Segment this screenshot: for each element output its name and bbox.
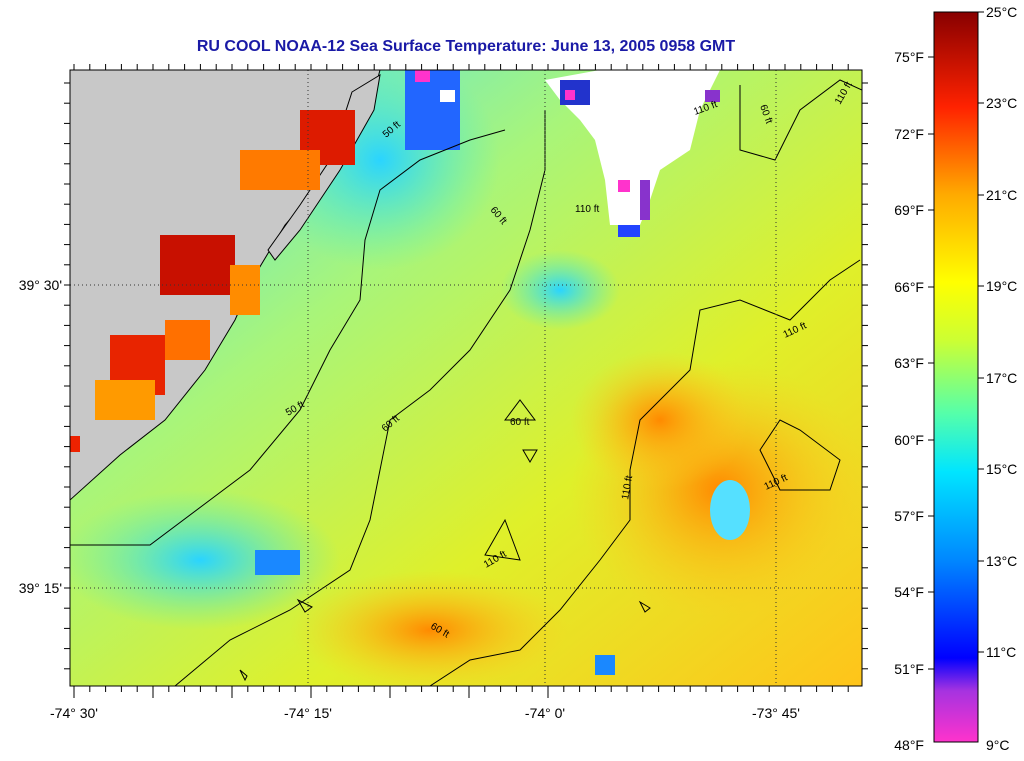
axis-ticks <box>64 64 868 698</box>
bathymetry-contours <box>70 79 862 686</box>
fahrenheit-label: 72°F <box>894 126 924 142</box>
lon-label: -74° 15' <box>284 705 332 721</box>
celsius-label: 9°C <box>986 737 1010 753</box>
lon-label: -74° 0' <box>525 705 565 721</box>
contour-label: 60 ft <box>510 417 530 428</box>
celsius-label: 25°C <box>986 4 1017 20</box>
colorbar <box>933 11 979 743</box>
fahrenheit-label: 48°F <box>894 737 924 753</box>
fahrenheit-label: 66°F <box>894 279 924 295</box>
celsius-label: 21°C <box>986 187 1017 203</box>
celsius-label: 23°C <box>986 95 1017 111</box>
celsius-label: 17°C <box>986 370 1017 386</box>
cloud-patch <box>545 70 720 225</box>
map-title: RU COOL NOAA-12 Sea Surface Temperature:… <box>196 38 736 55</box>
lon-label: -73° 45' <box>752 705 800 721</box>
fahrenheit-label: 54°F <box>894 584 924 600</box>
fahrenheit-label: 57°F <box>894 508 924 524</box>
plot-area: 50 ft 50 ft 60 ft 60 ft 60 ft 60 ft 60 f… <box>70 70 862 686</box>
celsius-label: 19°C <box>986 278 1017 294</box>
colorbar-ticks <box>928 11 984 670</box>
contour-label: 110 ft <box>575 204 599 215</box>
fahrenheit-label: 60°F <box>894 432 924 448</box>
fahrenheit-label: 51°F <box>894 661 924 677</box>
fahrenheit-label: 63°F <box>894 355 924 371</box>
celsius-label: 11°C <box>986 644 1016 660</box>
map-frame <box>69 69 863 687</box>
lon-label: -74° 30' <box>50 705 98 721</box>
celsius-label: 15°C <box>986 461 1017 477</box>
graticule <box>70 70 862 686</box>
lat-label: 39° 15' <box>19 580 62 596</box>
contour-label: 110 ft <box>620 474 635 500</box>
celsius-label: 13°C <box>986 553 1017 569</box>
lat-label: 39° 30' <box>19 277 62 293</box>
fahrenheit-label: 69°F <box>894 202 924 218</box>
fahrenheit-label: 75°F <box>894 49 924 65</box>
